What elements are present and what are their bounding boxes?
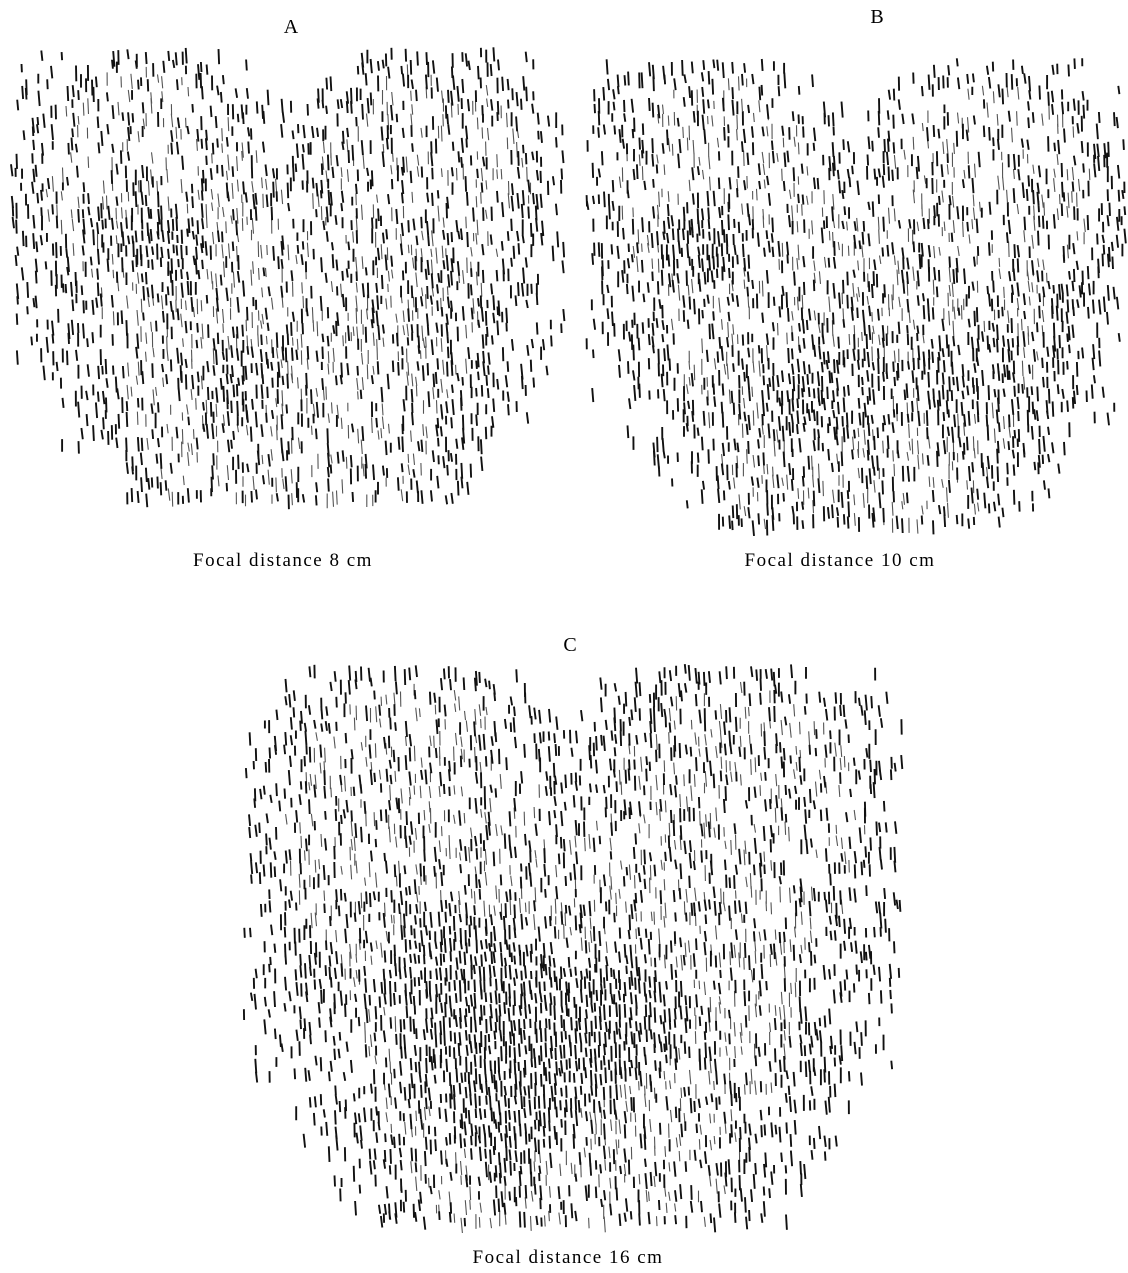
- scan-dashes: [11, 47, 564, 509]
- panel-label: A: [284, 16, 299, 38]
- scan-dashes: [587, 58, 1126, 536]
- page: A B C Focal distance 8 cm Focal distance…: [0, 0, 1128, 1273]
- panel-caption: Focal distance 8 cm: [193, 550, 373, 571]
- panel-label: B: [870, 6, 883, 28]
- panel-label: C: [563, 634, 576, 656]
- panel-caption: Focal distance 10 cm: [745, 550, 936, 571]
- scan-dashes: [244, 664, 902, 1232]
- panel-caption: Focal distance 16 cm: [473, 1247, 664, 1268]
- figure: A B C Focal distance 8 cm Focal distance…: [0, 0, 1128, 1273]
